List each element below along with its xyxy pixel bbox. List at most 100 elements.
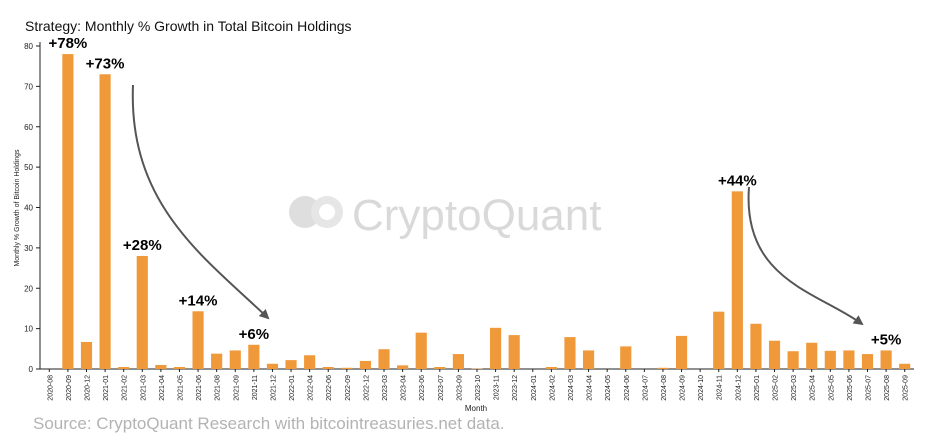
x-tick-label: 2025-03 — [791, 375, 798, 401]
bar-2025-07 — [861, 354, 874, 369]
x-tick-label: 2021-01 — [103, 375, 110, 401]
y-axis-label: Monthly % Growth of Bitcoin Holdings — [14, 149, 21, 267]
x-tick-label: 2025-09 — [903, 375, 910, 401]
x-tick-label: 2023-11 — [494, 375, 501, 400]
bar-2024-02 — [545, 366, 557, 369]
x-tick-label: 2021-03 — [140, 375, 147, 401]
bar-2020-12 — [80, 341, 93, 369]
x-tick-label: 2025-02 — [773, 375, 780, 401]
x-tick-label: 2025-05 — [828, 375, 835, 401]
bar-2022-06 — [322, 366, 334, 369]
x-tick-label: 2025-06 — [847, 375, 854, 401]
data-label-2021-06: +14% — [179, 292, 218, 309]
x-tick-label: 2025-04 — [810, 375, 817, 401]
x-tick-label: 2021-02 — [122, 375, 129, 401]
bar-2025-02 — [768, 340, 781, 369]
y-tick-label: 60 — [24, 123, 33, 132]
x-tick-label: 2024-02 — [549, 375, 556, 401]
bar-2024-06 — [620, 346, 632, 369]
bar-2020-09 — [62, 54, 74, 369]
x-tick-label: 2024-01 — [531, 375, 538, 401]
bar-2021-02 — [118, 366, 130, 369]
bar-2024-09 — [675, 335, 688, 369]
bar-2023-04 — [397, 365, 409, 369]
x-tick-label: 2024-03 — [568, 375, 575, 401]
x-tick-label: 2023-03 — [382, 375, 389, 401]
cryptoquant-logo-icon — [289, 196, 343, 228]
y-tick-label: 0 — [29, 365, 34, 374]
bar-2021-03 — [136, 255, 148, 369]
bar-2023-07 — [434, 366, 446, 369]
data-label-2025-08: +5% — [871, 331, 901, 348]
y-tick-label: 70 — [24, 82, 33, 91]
bar-2021-01 — [99, 74, 111, 369]
bar-2021-08 — [211, 353, 223, 369]
bar-2024-12 — [731, 191, 743, 369]
data-label-2020-09: +78% — [48, 35, 87, 52]
x-tick-label: 2020-09 — [66, 375, 73, 401]
x-tick-label: 2024-04 — [587, 375, 594, 401]
bar-2025-05 — [824, 350, 836, 369]
x-tick-label: 2023-07 — [438, 375, 445, 401]
bar-2024-03 — [564, 337, 576, 369]
bar-2023-12 — [508, 335, 520, 369]
x-tick-label: 2023-06 — [419, 375, 426, 401]
bar-2024-11 — [713, 311, 725, 369]
data-label-2021-03: +28% — [123, 237, 162, 254]
data-label-2024-12: +44% — [718, 172, 757, 189]
x-tick-label: 2022-12 — [363, 375, 370, 401]
bar-2022-09 — [341, 367, 353, 369]
chart-title: Strategy: Monthly % Growth in Total Bitc… — [25, 18, 352, 34]
x-tick-label: 2023-10 — [475, 375, 482, 401]
x-tick-label: 2023-04 — [401, 375, 408, 401]
x-tick-label: 2020-12 — [84, 375, 91, 401]
x-tick-label: 2023-12 — [512, 375, 519, 401]
bar-2021-12 — [266, 363, 279, 369]
x-tick-label: 2020-08 — [47, 375, 54, 401]
bar-2024-08 — [657, 367, 669, 369]
y-tick-label: 30 — [24, 244, 33, 253]
x-tick-label: 2025-01 — [754, 375, 761, 401]
bar-2025-04 — [806, 342, 818, 369]
data-label-2021-11: +6% — [239, 326, 269, 343]
bar-2021-09 — [229, 350, 241, 369]
watermark-text: CryptoQuant — [352, 191, 601, 240]
x-tick-label: 2024-06 — [624, 375, 631, 401]
x-tick-label: 2022-04 — [308, 375, 315, 401]
bar-2025-01 — [750, 323, 762, 369]
bar-2022-01 — [285, 360, 297, 369]
x-tick-label: 2024-10 — [698, 375, 705, 401]
x-tick-label: 2022-09 — [345, 375, 352, 401]
bar-2023-09 — [452, 354, 464, 369]
y-tick-label: 50 — [24, 163, 33, 172]
y-tick-label: 10 — [24, 325, 33, 334]
x-tick-label: 2024-09 — [680, 375, 687, 401]
bar-2021-05 — [173, 366, 186, 369]
x-tick-label: 2021-06 — [196, 375, 203, 401]
bar-2022-12 — [359, 360, 372, 369]
x-tick-label: 2024-07 — [642, 375, 649, 401]
bar-2025-06 — [843, 350, 855, 369]
x-tick-label: 2021-09 — [233, 375, 240, 401]
x-axis-label: Month — [465, 404, 487, 413]
x-tick-label: 2021-05 — [177, 375, 184, 401]
x-tick-label: 2025-08 — [884, 375, 891, 401]
x-tick-label: 2024-05 — [605, 375, 612, 401]
source-note: Source: CryptoQuant Research with bitcoi… — [33, 414, 505, 433]
x-tick-label: 2021-11 — [252, 375, 259, 400]
bar-2024-04 — [582, 350, 595, 369]
data-label-2021-01: +73% — [86, 55, 125, 72]
cryptoquant-watermark: CryptoQuant — [289, 191, 601, 240]
bar-2025-09 — [899, 363, 911, 369]
decline-arrow-2021 — [131, 84, 270, 320]
x-tick-label: 2024-12 — [735, 375, 742, 401]
bar-2021-06 — [192, 311, 204, 369]
bar-2023-11 — [490, 327, 502, 369]
y-tick-label: 20 — [24, 284, 33, 293]
x-tick-label: 2022-06 — [326, 375, 333, 401]
x-tick-label: 2025-07 — [866, 375, 873, 401]
x-tick-label: 2023-09 — [456, 375, 463, 401]
bar-2025-08 — [880, 350, 892, 369]
y-tick-label: 40 — [24, 204, 33, 213]
